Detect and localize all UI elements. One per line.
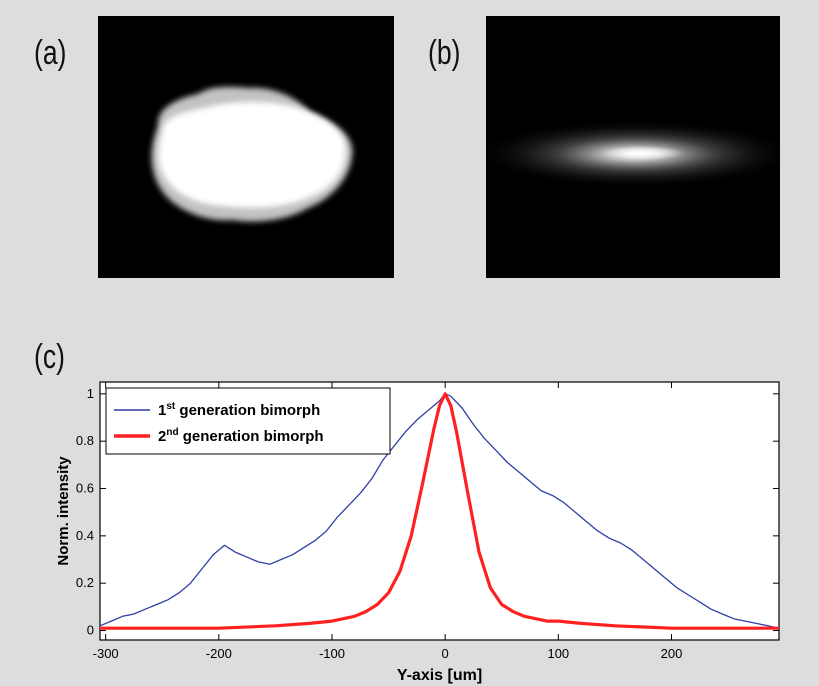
panel-a-label: (a) [34, 34, 67, 72]
y-tick-label: 1 [87, 386, 94, 401]
x-tick-label: 200 [661, 646, 683, 661]
y-tick-label: 0.4 [76, 528, 94, 543]
legend-label-2: 2nd generation bimorph [158, 427, 324, 445]
legend-label-1: 1st generation bimorph [158, 401, 320, 419]
y-tick-label: 0.2 [76, 575, 94, 590]
x-tick-label: -300 [93, 646, 119, 661]
x-tick-label: 100 [547, 646, 569, 661]
panel-b-label: (b) [428, 34, 461, 72]
y-tick-label: 0.8 [76, 433, 94, 448]
beam-image-b [476, 16, 796, 278]
x-tick-label: -200 [206, 646, 232, 661]
beam-image-a [98, 16, 394, 278]
panel-c-label: (c) [34, 338, 65, 376]
y-axis-label: Norm. intensity [55, 456, 72, 566]
legend-box [105, 387, 391, 455]
x-tick-label: 0 [442, 646, 449, 661]
beam-spot-b [476, 120, 796, 188]
beam-spot-a [151, 86, 353, 222]
x-tick-label: -100 [319, 646, 345, 661]
x-axis-label: Y-axis [um] [397, 667, 482, 684]
series-line-2 [100, 392, 779, 630]
y-tick-label: 0.6 [76, 481, 94, 496]
y-tick-label: 0 [87, 623, 94, 638]
